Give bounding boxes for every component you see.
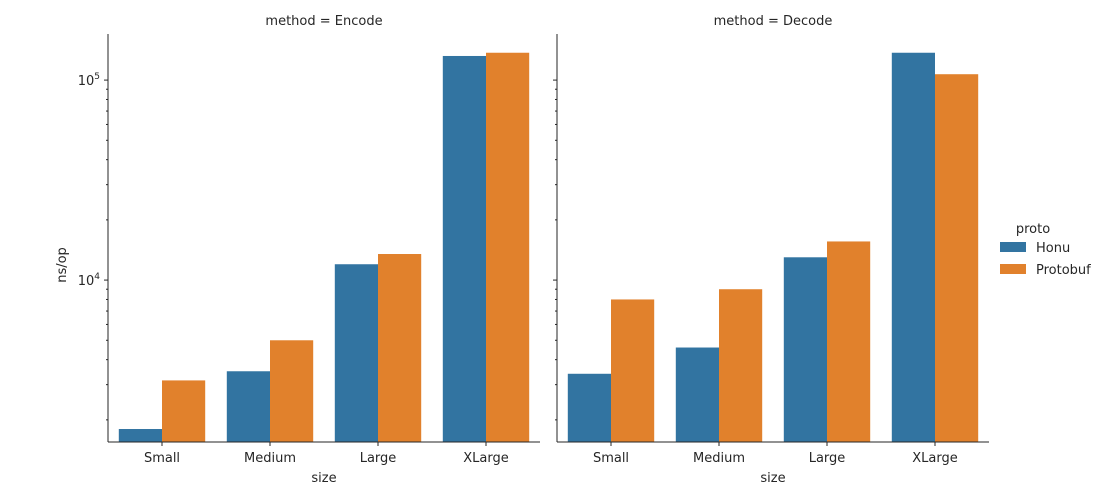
y-tick-label: 104 [78,272,101,289]
x-tick-label: Small [144,451,180,466]
bar-honu-xlarge [891,52,935,442]
facet-encode: method = Encode Small Medium Large XLarge siz… [78,14,540,486]
x-tick-label: XLarge [463,451,508,466]
bar-honu-small [567,373,611,442]
bar-protobuf-medium [270,340,314,442]
x-axis-label: size [760,471,785,486]
x-tick-label: Large [809,451,846,466]
bar-protobuf-xlarge [935,74,979,442]
x-tick-label: XLarge [912,451,957,466]
facet-decode: method = Decode Small Medium Large XLarge siz… [553,14,989,486]
x-axis-label: size [311,471,336,486]
legend-swatch-protobuf [1000,264,1026,274]
y-tick-label: 105 [78,72,100,89]
legend: proto Honu Protobuf [1000,222,1091,278]
bar-honu-large [783,257,827,442]
facet-title: method = Encode [265,14,382,29]
x-tick-label: Medium [693,451,745,466]
x-tick-label: Medium [244,451,296,466]
bar-honu-medium [226,371,270,442]
bar-protobuf-medium [719,289,763,442]
legend-swatch-honu [1000,242,1026,252]
bar-protobuf-large [827,241,871,442]
legend-title: proto [1016,222,1050,237]
bar-protobuf-small [611,299,655,442]
x-tick-label: Large [360,451,397,466]
bar-protobuf-large [378,254,422,442]
legend-label-protobuf: Protobuf [1036,263,1091,278]
bar-honu-small [118,429,162,442]
bar-honu-medium [675,347,719,442]
legend-label-honu: Honu [1036,241,1070,256]
bar-protobuf-small [162,380,206,442]
bar-protobuf-xlarge [486,52,530,442]
x-tick-label: Small [593,451,629,466]
bar-honu-large [334,264,378,442]
bar-honu-xlarge [442,55,486,443]
facet-title: method = Decode [714,14,833,29]
y-axis-label: ns/op [55,247,70,283]
